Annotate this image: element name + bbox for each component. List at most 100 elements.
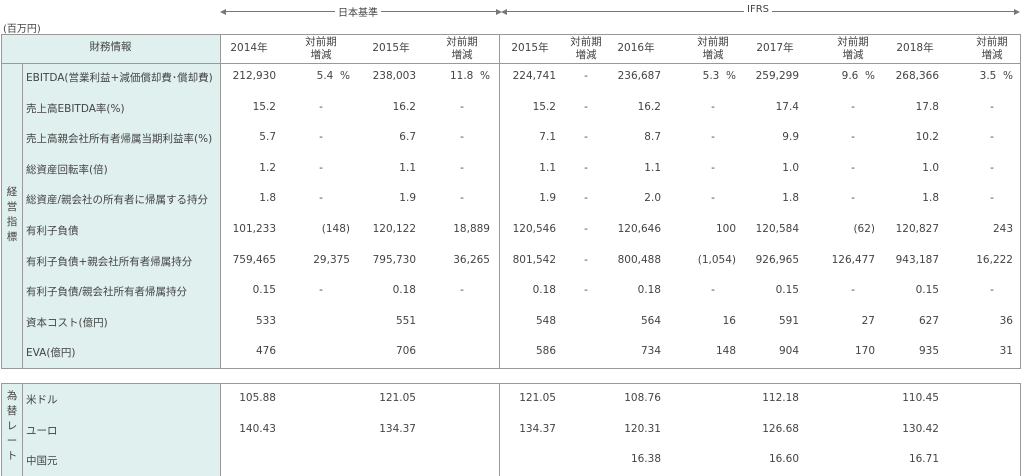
- table-cell: 101,233: [232, 223, 276, 235]
- table-cell: 795,730: [372, 253, 416, 266]
- column-header: 2016年: [617, 42, 655, 54]
- fx-label-bg: [1, 383, 220, 476]
- table-cell: 120,646: [617, 223, 661, 235]
- row-label: 売上高EBITDA率(%): [26, 102, 125, 115]
- table-cell: 259,299: [755, 70, 799, 82]
- table-cell: 935: [918, 345, 939, 358]
- table-cell: 548: [535, 314, 556, 327]
- table-cell: -: [584, 223, 588, 235]
- main-table: [1, 34, 1021, 369]
- table-cell: 551: [395, 314, 416, 327]
- table-cell: 126.68: [762, 422, 799, 435]
- table-cell: 140.43: [239, 422, 276, 435]
- table-cell: 134.37: [379, 422, 416, 435]
- table-cell: 120,122: [372, 223, 416, 235]
- row-label: 売上高親会社所有者帰属当期利益率(%): [26, 133, 213, 146]
- table-cell: 564: [640, 314, 661, 327]
- table-cell: 591: [778, 314, 799, 327]
- table-cell: 17.8: [915, 100, 939, 113]
- column-header: 対前期 増減: [837, 36, 869, 61]
- table-cell: 1.2: [259, 161, 276, 174]
- table-cell: 18,889: [453, 223, 490, 235]
- table-cell: 108.76: [624, 392, 661, 404]
- table-cell: 16.60: [768, 453, 799, 465]
- column-header: 対前期 増減: [305, 36, 337, 61]
- table-cell: -: [584, 161, 588, 174]
- row-label: 米ドル: [26, 394, 58, 406]
- table-cell: 1.1: [399, 161, 416, 174]
- table-cell: -: [584, 100, 588, 113]
- table-cell: 105.88: [239, 392, 276, 404]
- table-cell: 16.38: [630, 453, 661, 465]
- table-cell: 7.1: [539, 131, 556, 144]
- header-label: 財務情報: [89, 41, 132, 53]
- table-cell: 212,930: [232, 70, 276, 82]
- table-cell: 100: [715, 223, 736, 235]
- table-cell: -: [584, 253, 588, 266]
- row-label: 中国元: [26, 455, 58, 467]
- table-cell: 904: [778, 345, 799, 358]
- table-cell: 0.18: [637, 284, 661, 297]
- table-cell: 9.6 %: [841, 70, 875, 82]
- table-cell: 1.8: [922, 192, 939, 205]
- table-cell: -: [990, 100, 994, 113]
- table-cell: -: [460, 161, 464, 174]
- table-cell: 120,546: [512, 223, 556, 235]
- table-cell: 120,827: [895, 223, 939, 235]
- table-cell: 112.18: [762, 392, 799, 404]
- table-cell: -: [990, 284, 994, 297]
- table-cell: 0.18: [392, 284, 416, 297]
- group-label-fx: 為 替 レ ー ト: [6, 390, 18, 462]
- table-cell: 120,584: [755, 223, 799, 235]
- column-header: 2015年: [511, 42, 549, 54]
- column-header: 対前期 増減: [570, 36, 602, 61]
- table-cell: 759,465: [232, 253, 276, 266]
- table-cell: 11.8 %: [449, 70, 490, 82]
- table-cell: 29,375: [313, 253, 350, 266]
- table-cell: 27: [861, 314, 875, 327]
- table-cell: 3.5 %: [979, 70, 1013, 82]
- table-cell: -: [711, 131, 715, 144]
- table-cell: 926,965: [755, 253, 799, 266]
- column-header: 2015年: [372, 42, 410, 54]
- table-cell: -: [460, 100, 464, 113]
- table-cell: 1.1: [644, 161, 661, 174]
- row-label: 資本コスト(億円): [26, 316, 108, 329]
- row-label: EVA(億円): [26, 347, 76, 360]
- row-label-bg: [1, 64, 220, 368]
- table-cell: 706: [395, 345, 416, 358]
- unit-label: (百万円): [3, 24, 41, 35]
- column-header: 2014年: [230, 42, 268, 54]
- table-cell: 16: [722, 314, 736, 327]
- column-header: 対前期 増減: [446, 36, 478, 61]
- row-label: 有利子負債+親会社所有者帰属持分: [26, 255, 193, 268]
- table-cell: 10.2: [915, 131, 939, 144]
- table-cell: 16.71: [908, 453, 939, 465]
- table-cell: 5.4 %: [316, 70, 350, 82]
- table-cell: -: [584, 192, 588, 205]
- table-cell: 1.9: [539, 192, 556, 205]
- table-cell: 0.15: [915, 284, 939, 297]
- column-header: 2018年: [896, 42, 934, 54]
- table-cell: -: [711, 161, 715, 174]
- table-cell: 134.37: [519, 422, 556, 435]
- table-cell: 16,222: [976, 253, 1013, 266]
- table-cell: -: [319, 100, 323, 113]
- table-cell: 148: [715, 345, 736, 358]
- table-cell: -: [319, 161, 323, 174]
- header-label-bg: [1, 34, 220, 64]
- table-cell: -: [990, 161, 994, 174]
- row-label: ユーロ: [26, 424, 58, 437]
- table-cell: 0.15: [252, 284, 276, 297]
- table-cell: 1.9: [399, 192, 416, 205]
- table-cell: 36: [999, 314, 1013, 327]
- table-cell: 1.0: [922, 161, 939, 174]
- table-cell: 533: [255, 314, 276, 327]
- table-cell: 15.2: [252, 100, 276, 113]
- table-cell: -: [711, 284, 715, 297]
- table-cell: 586: [535, 345, 556, 358]
- table-cell: -: [319, 284, 323, 297]
- table-cell: (148): [321, 223, 350, 235]
- table-cell: 126,477: [831, 253, 875, 266]
- table-cell: 476: [255, 345, 276, 358]
